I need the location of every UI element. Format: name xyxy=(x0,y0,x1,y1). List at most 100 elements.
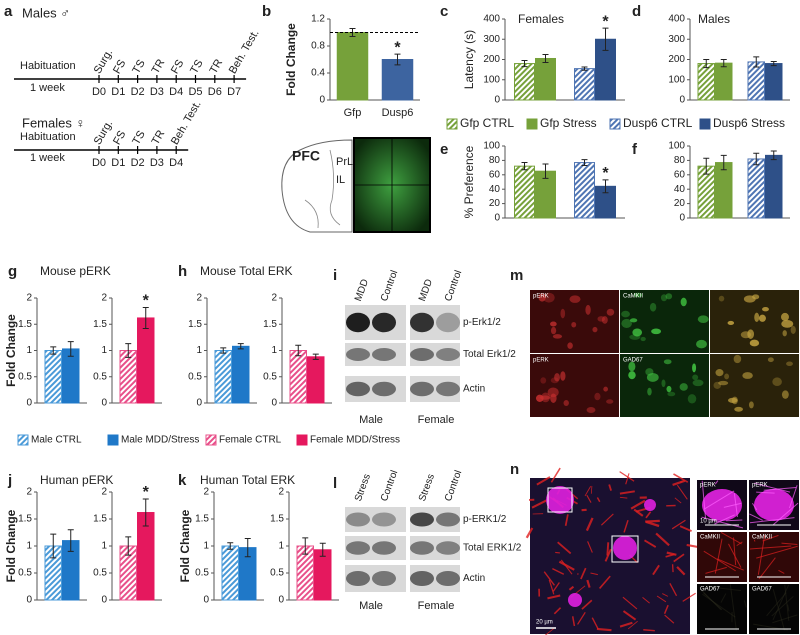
fiber xyxy=(633,508,644,517)
fiber xyxy=(778,569,785,574)
cell xyxy=(734,406,743,412)
cell-body xyxy=(754,489,794,521)
cell xyxy=(632,328,642,337)
fiber xyxy=(619,621,633,628)
bar xyxy=(62,348,80,404)
panel-label: l xyxy=(333,475,337,492)
day-label: D2 xyxy=(131,86,145,98)
cell xyxy=(752,294,760,300)
fiber xyxy=(662,593,669,597)
event-label: TR xyxy=(150,57,168,76)
y-tick-label: 80 xyxy=(489,155,501,166)
fiber xyxy=(704,490,735,510)
panel-label: c xyxy=(440,3,448,20)
fiber xyxy=(766,592,787,617)
y-tick-label: 0 xyxy=(203,595,209,606)
fiber xyxy=(756,491,775,494)
fiber xyxy=(666,551,677,556)
panel-label: m xyxy=(510,267,523,284)
panel-label: k xyxy=(178,472,187,489)
fiber xyxy=(673,473,689,483)
fiber xyxy=(749,517,795,524)
y-tick-label: 2 xyxy=(26,293,32,304)
blot-band xyxy=(346,312,370,333)
error-bar xyxy=(703,157,710,175)
day-label: D0 xyxy=(92,157,106,169)
inset-tile xyxy=(749,532,799,582)
blot-band xyxy=(346,512,370,527)
fiber xyxy=(701,516,744,529)
y-tick-label: 0 xyxy=(679,213,685,224)
lane-label: MDD xyxy=(353,278,371,303)
cell xyxy=(667,391,676,397)
y-tick-label: 0 xyxy=(101,595,107,606)
row-label: Actin xyxy=(463,384,485,395)
cell xyxy=(762,306,769,312)
timeline-title: Males ♂ xyxy=(22,5,70,20)
row-label: p-Erk1/2 xyxy=(463,317,501,328)
fiber xyxy=(701,480,707,519)
bar xyxy=(381,59,414,101)
cell xyxy=(646,372,659,382)
cell xyxy=(692,363,697,373)
legend-label: Male MDD/Stress xyxy=(121,435,199,446)
y-tick-label: 2 xyxy=(26,487,32,498)
y-tick-label: 2 xyxy=(196,293,202,304)
blot-band xyxy=(436,312,460,333)
channel-label: pERK xyxy=(533,358,549,364)
legend-swatch xyxy=(107,434,119,446)
cell xyxy=(628,361,636,372)
fiber xyxy=(700,589,722,610)
error-bar xyxy=(753,56,760,68)
y-tick-label: 1.5 xyxy=(195,514,209,525)
group-label: Female xyxy=(418,600,455,612)
fiber xyxy=(552,582,560,592)
duration-label: 1 week xyxy=(30,82,65,94)
group-label: Male xyxy=(359,600,383,612)
bar xyxy=(514,63,535,101)
inset-box xyxy=(611,535,639,563)
y-tick-label: 0.5 xyxy=(270,568,284,579)
fiber xyxy=(586,494,592,503)
blot-band xyxy=(346,381,370,397)
cell xyxy=(645,368,654,376)
day-label: D3 xyxy=(150,157,164,169)
cell xyxy=(651,328,662,335)
fiber xyxy=(581,599,593,610)
fiber xyxy=(619,490,635,495)
lane-label: Stress xyxy=(417,473,437,503)
lane-label: MDD xyxy=(417,278,435,303)
cell xyxy=(680,297,687,307)
blot-band xyxy=(372,381,396,397)
event-label: TS xyxy=(188,58,205,76)
day-label: D2 xyxy=(131,157,145,169)
cell xyxy=(663,359,672,365)
y-tick-label: 0.5 xyxy=(188,371,202,382)
channel-label: GAD67 xyxy=(752,587,772,593)
fiber xyxy=(763,487,797,491)
error-bar xyxy=(125,343,132,358)
fiber xyxy=(756,545,798,559)
fiber xyxy=(564,514,569,526)
fiber xyxy=(531,499,548,509)
cell xyxy=(621,318,632,328)
y-tick-label: 20 xyxy=(489,198,501,209)
fiber xyxy=(543,571,556,586)
fiber xyxy=(671,519,686,530)
bar xyxy=(535,57,556,101)
fiber xyxy=(627,620,638,630)
significance-star: * xyxy=(602,165,609,182)
chart-title: Mouse pERK xyxy=(40,264,111,278)
error-bar xyxy=(770,150,777,161)
bar xyxy=(765,63,783,101)
legend-swatch xyxy=(446,118,458,130)
y-tick-label: 0.5 xyxy=(263,371,277,382)
fiber xyxy=(757,534,766,575)
fiber xyxy=(772,589,785,631)
day-label: D3 xyxy=(150,86,164,98)
y-tick-label: 0.5 xyxy=(18,568,32,579)
bar xyxy=(514,165,535,219)
brain-schematic: PFC PrL IL xyxy=(281,137,431,233)
row-label: Actin xyxy=(463,573,485,584)
fiber xyxy=(655,532,670,547)
